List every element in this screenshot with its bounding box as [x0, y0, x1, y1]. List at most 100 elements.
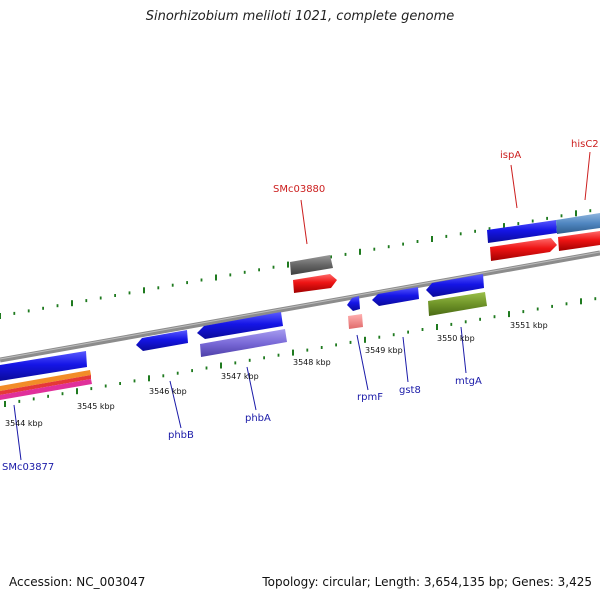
gene-arrow-ispa[interactable]: [490, 238, 557, 261]
leader-phbb: [169, 380, 182, 429]
gene-block-phba-purple[interactable]: [200, 329, 287, 357]
lower-track-minor-tick: [18, 399, 21, 403]
lower-track-minor-tick: [378, 335, 381, 339]
leader-mtga: [460, 326, 467, 374]
leader-hisc2: [584, 151, 591, 201]
upper-track-minor-tick: [128, 291, 131, 295]
lower-track-minor-tick: [392, 333, 395, 337]
upper-track-minor-tick: [459, 232, 462, 236]
upper-track-minor-tick: [27, 309, 30, 313]
lower-track-minor-tick: [162, 374, 165, 378]
upper-track-minor-tick: [171, 283, 174, 287]
lower-track-minor-tick: [421, 328, 424, 331]
gene-stripe-red[interactable]: [0, 375, 91, 395]
lower-track-minor-tick: [32, 397, 35, 401]
lower-track-minor-tick: [450, 322, 453, 326]
lower-track-major-tick: [580, 298, 582, 305]
lower-track-minor-tick: [464, 320, 467, 324]
upper-track-minor-tick: [99, 296, 102, 300]
upper-track-minor-tick: [416, 240, 419, 243]
scale-label-3546: 3546 kbp: [149, 387, 187, 396]
lower-track-minor-tick: [335, 343, 337, 347]
lower-track-major-tick: [292, 349, 294, 356]
lower-track-minor-tick: [263, 356, 265, 360]
lower-track-major-tick: [148, 375, 150, 382]
lower-track-minor-tick: [522, 310, 525, 314]
upper-track-minor-tick: [402, 242, 404, 246]
scale-label-3549: 3549 kbp: [365, 346, 403, 355]
upper-track-major-tick: [287, 261, 289, 268]
upper-track-major-tick: [215, 274, 217, 281]
lower-track-minor-tick: [479, 317, 481, 321]
leader-gst8: [402, 336, 409, 383]
topology-text: Topology: circular; Length: 3,654,135 bp…: [262, 575, 592, 589]
lower-track-minor-tick: [277, 353, 280, 357]
gene-block-smc03877[interactable]: [0, 351, 87, 381]
upper-track-major-tick: [143, 287, 145, 294]
lower-track-minor-tick: [47, 394, 49, 398]
lower-track-minor-tick: [565, 302, 568, 306]
lower-track-major-tick: [364, 336, 366, 343]
upper-track-minor-tick: [488, 227, 491, 231]
gene-label-phba[interactable]: phbA: [245, 413, 271, 424]
scale-label-3551: 3551 kbp: [510, 321, 548, 330]
lower-track-major-tick: [220, 362, 222, 369]
upper-track-minor-tick: [157, 286, 160, 290]
lower-track-minor-tick: [594, 297, 597, 301]
gene-arrow-phba[interactable]: [197, 312, 283, 339]
upper-track-minor-tick: [13, 311, 16, 315]
gene-arrow-smc03880[interactable]: [293, 274, 337, 293]
upper-track-major-tick: [0, 313, 1, 319]
lower-track-major-tick: [4, 401, 6, 407]
lower-track-minor-tick: [248, 358, 251, 362]
gene-label-smc03880[interactable]: SMc03880: [273, 184, 325, 195]
upper-track-minor-tick: [258, 268, 260, 272]
lower-track-minor-tick: [349, 340, 352, 344]
gene-label-phbb[interactable]: phbB: [168, 430, 194, 441]
upper-track-minor-tick: [560, 214, 563, 218]
genome-backbone: [0, 250, 600, 363]
upper-track-minor-tick: [589, 209, 592, 213]
lower-track-minor-tick: [205, 366, 208, 370]
upper-track-minor-tick: [387, 245, 390, 249]
gene-stripe-magenta[interactable]: [0, 379, 92, 400]
lower-track-minor-tick: [133, 379, 136, 383]
lower-track-minor-tick: [234, 361, 237, 365]
gene-arrow-phbb[interactable]: [136, 330, 188, 351]
gene-stripe-orange[interactable]: [0, 370, 91, 391]
upper-track-minor-tick: [56, 304, 59, 308]
gene-block-ispa-blue[interactable]: [487, 220, 557, 243]
gene-arrow-mtga[interactable]: [426, 274, 484, 297]
upper-track-minor-tick: [42, 306, 44, 310]
gene-block-mtga-olive[interactable]: [428, 292, 487, 316]
gene-label-smc03877[interactable]: SMc03877: [2, 462, 54, 473]
genome-backbone-highlight: [0, 251, 600, 360]
gene-label-rpmf[interactable]: rpmF: [357, 392, 383, 403]
lower-track-minor-tick: [90, 387, 93, 391]
gene-block-rpmf-pink[interactable]: [348, 314, 363, 329]
scale-label-3548: 3548 kbp: [293, 358, 331, 367]
gene-label-mtga[interactable]: mtgA: [455, 376, 482, 387]
leader-ispa: [510, 164, 518, 209]
lower-track-minor-tick: [191, 369, 193, 373]
gene-block-hisc2-steel[interactable]: [556, 213, 600, 234]
leader-phba: [246, 366, 257, 411]
gene-arrow-rpmf[interactable]: [347, 296, 360, 311]
upper-track-minor-tick: [330, 255, 332, 259]
gene-label-hisc2[interactable]: hisC2: [571, 139, 599, 150]
upper-track-major-tick: [503, 223, 505, 230]
lower-tick-track: [4, 297, 597, 407]
accession-text: Accession: NC_003047: [9, 575, 146, 589]
gene-arrow-gst8[interactable]: [372, 287, 419, 306]
lower-track-minor-tick: [551, 304, 553, 308]
lower-track-minor-tick: [61, 392, 64, 396]
gene-label-gst8[interactable]: gst8: [399, 385, 421, 396]
gene-label-ispa[interactable]: ispA: [500, 150, 521, 161]
gene-arrow-hisc2[interactable]: [558, 231, 600, 251]
gene-block-smc03880-grey[interactable]: [290, 255, 333, 275]
leader-rpmf: [356, 334, 369, 391]
upper-track-minor-tick: [229, 273, 232, 277]
lower-track-minor-tick: [306, 348, 309, 352]
page-title: Sinorhizobium meliloti 1021, complete ge…: [145, 9, 455, 24]
